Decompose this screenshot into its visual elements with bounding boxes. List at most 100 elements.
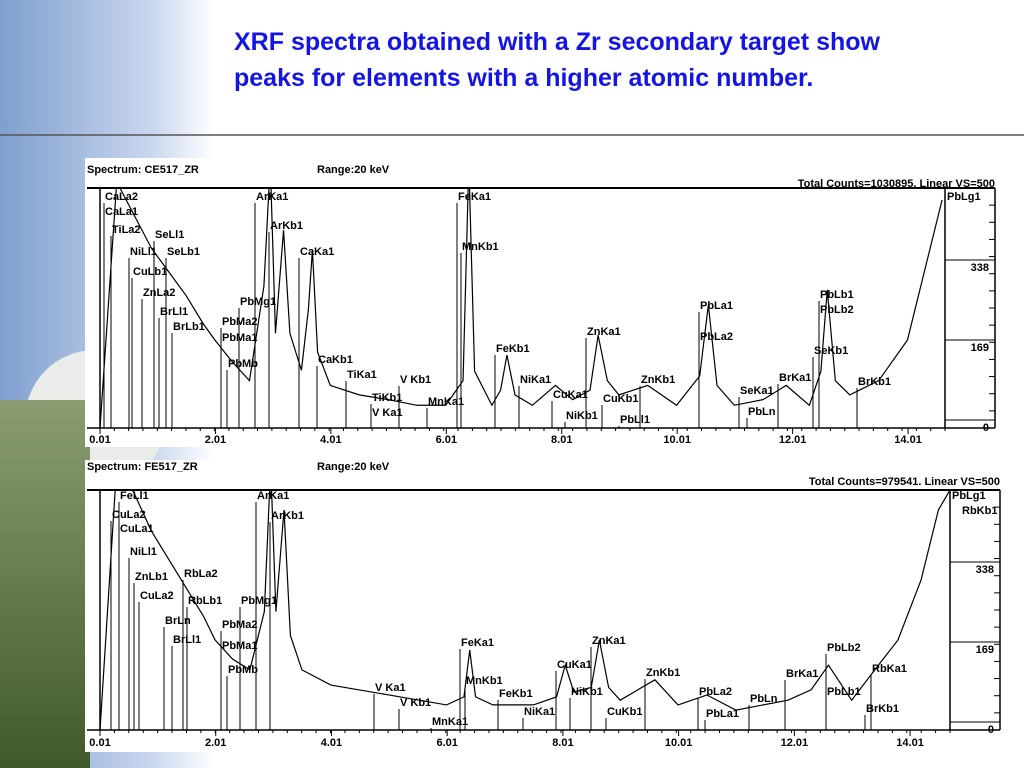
peak-label: TiLa2 bbox=[112, 224, 141, 236]
spectrum-line bbox=[100, 490, 950, 730]
x-tick-label: 6.01 bbox=[436, 434, 457, 446]
peak-label: BrLl1 bbox=[160, 306, 188, 318]
peak-label: CuKa1 bbox=[553, 389, 588, 401]
peak-label: SeKb1 bbox=[814, 345, 848, 357]
peak-label: ZnLb1 bbox=[135, 571, 168, 583]
peak-label: RbLa2 bbox=[184, 568, 218, 580]
peak-label: MnKa1 bbox=[432, 716, 468, 728]
peak-label: PbMa1 bbox=[222, 332, 257, 344]
y-tick-label: 0 bbox=[983, 422, 989, 434]
peak-label: V Kb1 bbox=[400, 374, 431, 386]
peak-label: PbLb2 bbox=[820, 304, 854, 316]
peak-label: MnKa1 bbox=[428, 396, 464, 408]
y-tick-label: 0 bbox=[988, 724, 994, 736]
peak-label: ZnLa2 bbox=[143, 287, 175, 299]
peak-label: NiLl1 bbox=[130, 546, 157, 558]
peak-label: BrLb1 bbox=[173, 321, 205, 333]
peak-label: MnKb1 bbox=[462, 241, 499, 253]
peak-label: PbLb2 bbox=[827, 642, 861, 654]
total-counts: Total Counts=1030895. Linear VS=500 bbox=[798, 178, 995, 190]
title-line: peaks for elements with a higher atomic … bbox=[234, 64, 814, 92]
peak-label: FeKa1 bbox=[461, 637, 494, 649]
y-tick-label: 338 bbox=[976, 564, 994, 576]
x-tick-label: 10.01 bbox=[665, 737, 693, 749]
x-tick-label: 4.01 bbox=[320, 434, 341, 446]
peak-label: PbLl1 bbox=[620, 414, 650, 426]
peak-label: PbLg1 bbox=[952, 490, 986, 502]
y-tick-label: 169 bbox=[971, 342, 989, 354]
peak-label: PbLa1 bbox=[700, 300, 733, 312]
peak-label: V Ka1 bbox=[372, 407, 403, 419]
panel-background bbox=[85, 460, 1003, 752]
peak-label: PbMb bbox=[228, 358, 258, 370]
peak-label: TiKb1 bbox=[372, 392, 402, 404]
peak-label: SeLl1 bbox=[155, 229, 184, 241]
peak-label: CuLa1 bbox=[120, 523, 154, 535]
spectrum-range: Range:20 keV bbox=[317, 164, 390, 176]
title-line: XRF spectra obtained with a Zr secondary… bbox=[234, 28, 880, 56]
peak-label: CuKb1 bbox=[607, 706, 642, 718]
peak-label: MnKb1 bbox=[466, 675, 503, 687]
peak-label: CaLa1 bbox=[105, 206, 138, 218]
peak-label: NiKa1 bbox=[520, 374, 551, 386]
spectrum-line bbox=[100, 188, 943, 428]
x-tick-label: 14.01 bbox=[896, 737, 924, 749]
background-land bbox=[0, 400, 90, 768]
x-tick-label: 14.01 bbox=[894, 434, 922, 446]
peak-label: ArKb1 bbox=[270, 220, 303, 232]
peak-label: CaKb1 bbox=[318, 354, 353, 366]
slide-title: XRF spectra obtained with a Zr secondary… bbox=[234, 24, 880, 96]
peak-label: ZnKb1 bbox=[641, 374, 675, 386]
peak-label: NiKb1 bbox=[566, 410, 598, 422]
peak-label: PbLa2 bbox=[699, 686, 732, 698]
peak-label: PbMa1 bbox=[222, 640, 257, 652]
peak-label: CuLa2 bbox=[112, 509, 146, 521]
peak-label: NiLl1 bbox=[130, 246, 157, 258]
x-tick-label: 2.01 bbox=[205, 737, 226, 749]
x-tick-label: 10.01 bbox=[663, 434, 691, 446]
peak-label: V Ka1 bbox=[375, 682, 406, 694]
peak-label: BrKb1 bbox=[858, 376, 891, 388]
x-tick-label: 0.01 bbox=[89, 434, 110, 446]
peak-label: CuKb1 bbox=[603, 393, 638, 405]
peak-label: PbLa2 bbox=[700, 331, 733, 343]
peak-label: BrKa1 bbox=[779, 372, 811, 384]
peak-label: PbMg1 bbox=[241, 595, 277, 607]
peak-label: CuKa1 bbox=[557, 659, 592, 671]
peak-label: BrKb1 bbox=[866, 703, 899, 715]
spectrum-range: Range:20 keV bbox=[317, 461, 390, 473]
peak-label: V Kb1 bbox=[400, 697, 431, 709]
peak-label: CuLb1 bbox=[133, 266, 167, 278]
peak-label: ZnKb1 bbox=[646, 667, 680, 679]
peak-label: PbLb1 bbox=[820, 289, 854, 301]
x-tick-label: 12.01 bbox=[779, 434, 807, 446]
peak-label: PbLn bbox=[750, 693, 778, 705]
spectrum-panel: Spectrum: CE517_ZR Range:20 keV Total Coun… bbox=[85, 158, 1003, 447]
peak-label: PbLa1 bbox=[706, 708, 739, 720]
spectrum-name: Spectrum: CE517_ZR bbox=[87, 164, 199, 176]
peak-label: PbLb1 bbox=[827, 686, 861, 698]
peak-label: ZnKa1 bbox=[587, 326, 621, 338]
peak-label: FeKb1 bbox=[496, 343, 530, 355]
peak-label: RbLb1 bbox=[188, 595, 222, 607]
peak-label: PbMb bbox=[228, 664, 258, 676]
peak-label: BrKa1 bbox=[786, 668, 818, 680]
peak-label: BrLl1 bbox=[173, 634, 201, 646]
x-tick-label: 4.01 bbox=[321, 737, 342, 749]
total-counts: Total Counts=979541. Linear VS=500 bbox=[809, 476, 1000, 488]
x-tick-label: 8.01 bbox=[551, 434, 572, 446]
y-tick-label: 169 bbox=[976, 644, 994, 656]
spectrum-name: Spectrum: FE517_ZR bbox=[87, 461, 198, 473]
peak-label: ArKa1 bbox=[257, 490, 289, 502]
x-tick-label: 6.01 bbox=[436, 737, 457, 749]
peak-label: FeKb1 bbox=[499, 688, 533, 700]
peak-label: NiKb1 bbox=[571, 686, 603, 698]
peak-label: SeKa1 bbox=[740, 385, 774, 397]
peak-label: CaKa1 bbox=[300, 246, 334, 258]
x-tick-label: 2.01 bbox=[205, 434, 226, 446]
peak-label: BrLn bbox=[165, 615, 191, 627]
peak-label: PbMg1 bbox=[240, 296, 276, 308]
peak-label: ArKa1 bbox=[256, 191, 288, 203]
